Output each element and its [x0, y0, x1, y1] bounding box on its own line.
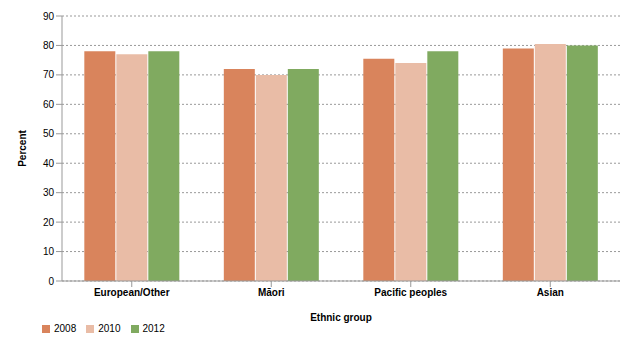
- svg-text:70: 70: [43, 69, 55, 80]
- svg-text:0: 0: [48, 276, 54, 287]
- svg-text:Pacific peoples: Pacific peoples: [374, 287, 447, 298]
- svg-text:30: 30: [43, 187, 55, 198]
- svg-text:60: 60: [43, 99, 55, 110]
- svg-text:80: 80: [43, 40, 55, 51]
- svg-text:40: 40: [43, 158, 55, 169]
- html-text:2012: 2012: [142, 323, 165, 334]
- svg-text:20: 20: [43, 217, 55, 228]
- svg-text:Asian: Asian: [537, 287, 564, 298]
- svg-text:Māori: Māori: [258, 287, 285, 298]
- svg-text:European/Other: European/Other: [94, 287, 170, 298]
- svg-text:Ethnic group: Ethnic group: [310, 312, 372, 323]
- svg-text:10: 10: [43, 246, 55, 257]
- html-text:2010: 2010: [98, 323, 121, 334]
- html-text:2008: 2008: [54, 323, 77, 334]
- svg-text:50: 50: [43, 128, 55, 139]
- svg-text:Percent: Percent: [17, 129, 28, 166]
- svg-text:90: 90: [43, 11, 55, 22]
